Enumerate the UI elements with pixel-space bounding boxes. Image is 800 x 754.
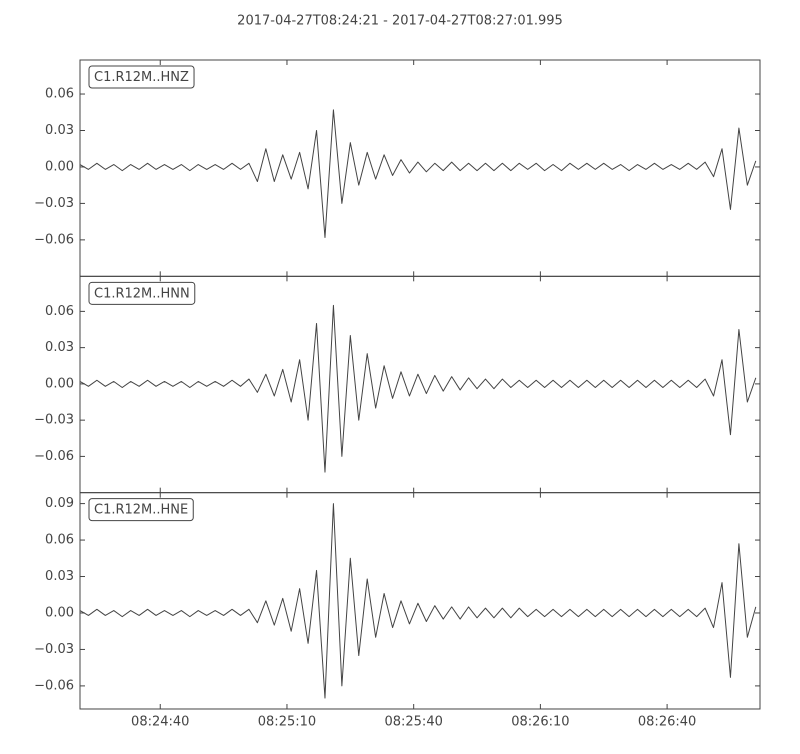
y-tick-label: 0.00 — [45, 376, 74, 391]
panel-frame — [79, 492, 761, 710]
y-tick-label: 0.00 — [45, 159, 74, 174]
x-tick-label: 08:24:40 — [131, 714, 189, 729]
y-tick-label: 0.06 — [45, 304, 74, 319]
panel-frame — [79, 275, 761, 494]
trace-label-box — [88, 498, 194, 522]
waveform — [79, 109, 757, 238]
trace-label: C1.R12M..HNZ — [94, 70, 189, 85]
chart-title: 2017-04-27T08:24:21 - 2017-04-27T08:27:0… — [237, 14, 563, 29]
trace-label: C1.R12M..HNE — [94, 503, 188, 518]
y-tick-label: −0.06 — [34, 449, 74, 464]
waveform — [79, 503, 757, 699]
y-tick-label: 0.06 — [45, 87, 74, 102]
x-tick-label: 08:25:40 — [384, 714, 442, 729]
y-tick-label: −0.06 — [34, 678, 74, 693]
panel-frame — [79, 59, 761, 277]
y-tick-label: 0.06 — [45, 533, 74, 548]
y-tick-label: −0.03 — [34, 642, 74, 657]
trace-label-box — [88, 65, 195, 89]
trace-label-box — [88, 281, 196, 305]
y-tick-label: 0.03 — [45, 569, 74, 584]
waveform — [79, 304, 757, 473]
y-tick-label: −0.03 — [34, 196, 74, 211]
y-tick-label: 0.09 — [45, 496, 74, 511]
y-tick-label: −0.06 — [34, 232, 74, 247]
y-tick-label: 0.00 — [45, 605, 74, 620]
y-tick-label: 0.03 — [45, 340, 74, 355]
x-tick-label: 08:26:10 — [511, 714, 569, 729]
y-tick-label: 0.03 — [45, 123, 74, 138]
x-tick-label: 08:25:10 — [258, 714, 316, 729]
x-tick-label: 08:26:40 — [638, 714, 696, 729]
y-tick-label: −0.03 — [34, 413, 74, 428]
trace-label: C1.R12M..HNN — [94, 286, 190, 301]
